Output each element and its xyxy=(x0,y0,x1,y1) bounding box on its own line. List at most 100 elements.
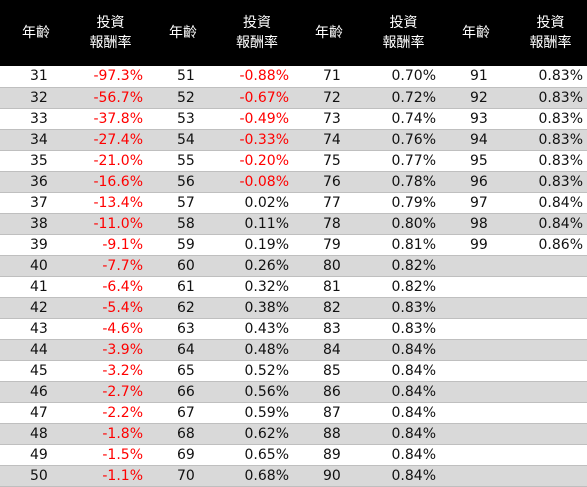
age-cell: 42 xyxy=(0,297,74,319)
return-header: 投資 報酬率 xyxy=(221,0,293,66)
age-cell: 69 xyxy=(147,444,221,466)
table-row: 34 -27.4% 54 -0.33% 74 0.76% 94 0.83% xyxy=(0,129,587,151)
return-cell: -7.7% xyxy=(74,255,147,277)
return-cell: 0.84% xyxy=(367,423,440,445)
age-cell: 79 xyxy=(293,234,367,256)
return-cell xyxy=(514,465,587,487)
age-cell: 72 xyxy=(293,87,367,109)
return-cell: 0.74% xyxy=(367,108,440,130)
return-cell: -1.8% xyxy=(74,423,147,445)
age-cell: 51 xyxy=(147,66,221,88)
return-header-line1: 投資 xyxy=(389,15,418,31)
return-cell xyxy=(514,255,587,277)
return-cell: 0.62% xyxy=(221,423,293,445)
age-cell: 67 xyxy=(147,402,221,424)
age-cell: 59 xyxy=(147,234,221,256)
return-header: 投資 報酬率 xyxy=(74,0,147,66)
return-cell: 0.84% xyxy=(367,339,440,361)
return-cell: 0.65% xyxy=(221,444,293,466)
age-cell: 95 xyxy=(440,150,514,172)
return-cell: 0.84% xyxy=(367,381,440,403)
return-cell xyxy=(514,444,587,466)
age-cell: 76 xyxy=(293,171,367,193)
age-cell xyxy=(440,402,514,424)
age-cell: 78 xyxy=(293,213,367,235)
age-cell: 81 xyxy=(293,276,367,298)
return-cell: -3.2% xyxy=(74,360,147,382)
return-cell xyxy=(514,423,587,445)
age-cell: 46 xyxy=(0,381,74,403)
return-cell: 0.83% xyxy=(514,150,587,172)
return-cell: 0.32% xyxy=(221,276,293,298)
table-row: 33 -37.8% 53 -0.49% 73 0.74% 93 0.83% xyxy=(0,108,587,130)
return-cell: 0.83% xyxy=(367,318,440,340)
return-header-line2: 報酬率 xyxy=(236,35,278,51)
return-cell xyxy=(514,402,587,424)
age-cell: 74 xyxy=(293,129,367,151)
return-cell: 0.02% xyxy=(221,192,293,214)
table-row: 49 -1.5% 69 0.65% 89 0.84% xyxy=(0,444,587,466)
return-cell: -5.4% xyxy=(74,297,147,319)
return-header: 投資 報酬率 xyxy=(367,0,440,66)
return-cell: 0.72% xyxy=(367,87,440,109)
age-cell: 93 xyxy=(440,108,514,130)
return-header-line1: 投資 xyxy=(243,15,271,31)
return-cell: 0.77% xyxy=(367,150,440,172)
return-header-line2: 報酬率 xyxy=(529,35,572,51)
table-row: 50 -1.1% 70 0.68% 90 0.84% xyxy=(0,465,587,487)
age-cell: 64 xyxy=(147,339,221,361)
age-cell: 49 xyxy=(0,444,74,466)
age-cell: 61 xyxy=(147,276,221,298)
age-cell: 88 xyxy=(293,423,367,445)
age-cell: 62 xyxy=(147,297,221,319)
return-cell: -0.08% xyxy=(221,171,293,193)
age-cell: 73 xyxy=(293,108,367,130)
return-cell: 0.56% xyxy=(221,381,293,403)
return-cell xyxy=(514,318,587,340)
return-cell: -21.0% xyxy=(74,150,147,172)
table-row: 45 -3.2% 65 0.52% 85 0.84% xyxy=(0,360,587,382)
age-cell: 50 xyxy=(0,465,74,487)
return-cell: 0.84% xyxy=(514,213,587,235)
age-cell xyxy=(440,255,514,277)
age-cell: 68 xyxy=(147,423,221,445)
return-cell: 0.59% xyxy=(221,402,293,424)
return-cell: -27.4% xyxy=(74,129,147,151)
return-header-line2: 報酬率 xyxy=(382,35,425,51)
return-cell: -2.7% xyxy=(74,381,147,403)
return-cell: -0.49% xyxy=(221,108,293,130)
age-cell: 52 xyxy=(147,87,221,109)
return-cell: 0.80% xyxy=(367,213,440,235)
age-cell: 92 xyxy=(440,87,514,109)
return-cell: -0.67% xyxy=(221,87,293,109)
age-header: 年齡 xyxy=(169,25,197,41)
age-cell: 96 xyxy=(440,171,514,193)
age-cell: 66 xyxy=(147,381,221,403)
return-cell: 0.83% xyxy=(514,171,587,193)
table-row: 39 -9.1% 59 0.19% 79 0.81% 99 0.86% xyxy=(0,234,587,256)
age-cell: 54 xyxy=(147,129,221,151)
age-cell xyxy=(440,339,514,361)
age-cell: 86 xyxy=(293,381,367,403)
age-cell xyxy=(440,360,514,382)
age-cell: 33 xyxy=(0,108,74,130)
return-cell: -1.1% xyxy=(74,465,147,487)
age-cell: 39 xyxy=(0,234,74,256)
return-cell: -1.5% xyxy=(74,444,147,466)
return-cell: 0.82% xyxy=(367,276,440,298)
age-cell: 75 xyxy=(293,150,367,172)
table-row: 43 -4.6% 63 0.43% 83 0.83% xyxy=(0,318,587,340)
return-cell: 0.83% xyxy=(514,66,587,88)
return-cell xyxy=(514,381,587,403)
return-header-line2: 報酬率 xyxy=(89,35,132,51)
return-cell: 0.86% xyxy=(514,234,587,256)
return-cell: 0.19% xyxy=(221,234,293,256)
age-cell: 98 xyxy=(440,213,514,235)
return-cell: -6.4% xyxy=(74,276,147,298)
return-cell: 0.79% xyxy=(367,192,440,214)
age-cell: 82 xyxy=(293,297,367,319)
return-cell: 0.84% xyxy=(367,444,440,466)
age-cell: 56 xyxy=(147,171,221,193)
table-row: 42 -5.4% 62 0.38% 82 0.83% xyxy=(0,297,587,319)
age-cell: 99 xyxy=(440,234,514,256)
